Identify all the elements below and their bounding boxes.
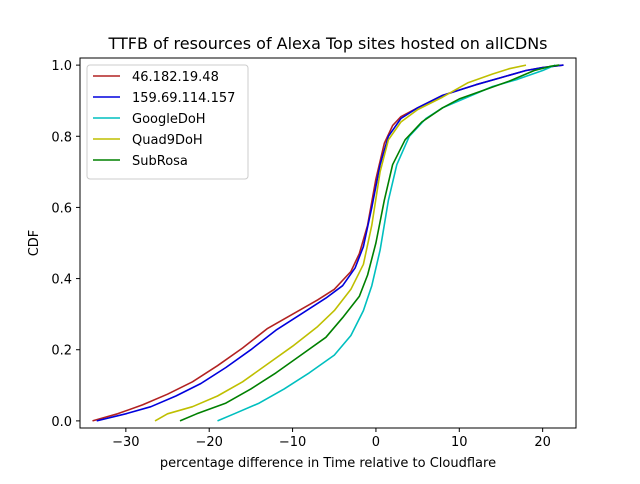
x-tick-label: 20 [534, 435, 551, 450]
series-layer [92, 64, 564, 422]
y-axis-label: CDF [27, 230, 42, 257]
y-tick-label: 0.2 [51, 344, 72, 359]
x-axis-label: percentage difference in Time relative t… [160, 456, 496, 471]
x-tick-label: 0 [372, 435, 380, 450]
y-tick-label: 0.0 [51, 415, 72, 430]
legend: 46.182.19.48 159.69.114.157 GoogleDoH Quad9… [86, 64, 249, 180]
series-line [96, 64, 564, 422]
chart-title: TTFB of resources of Alexa Top sites hos… [107, 34, 547, 53]
x-tick-label: −30 [112, 435, 139, 450]
series-line [154, 64, 527, 422]
x-tick-label: −20 [195, 435, 222, 450]
legend-box [86, 64, 249, 180]
legend-label: SubRosa [132, 154, 188, 169]
legend-label: 159.69.114.157 [132, 91, 235, 106]
legend-label: 46.182.19.48 [132, 70, 219, 85]
legend-label: Quad9DoH [132, 133, 203, 148]
y-tick-label: 0.4 [51, 273, 72, 288]
plot-frame [79, 57, 577, 429]
axes-layer: −30 −20 −10 0 10 20 0.0 0.2 0.4 0.6 0.8 1.0 [51, 59, 551, 450]
legend-label: GoogleDoH [132, 112, 206, 127]
x-tick-label: 10 [451, 435, 468, 450]
y-tick-label: 0.6 [51, 201, 72, 216]
series-line [179, 64, 560, 422]
x-tick-label: −10 [279, 435, 306, 450]
y-tick-label: 1.0 [51, 59, 72, 74]
y-tick-label: 0.8 [51, 130, 72, 145]
